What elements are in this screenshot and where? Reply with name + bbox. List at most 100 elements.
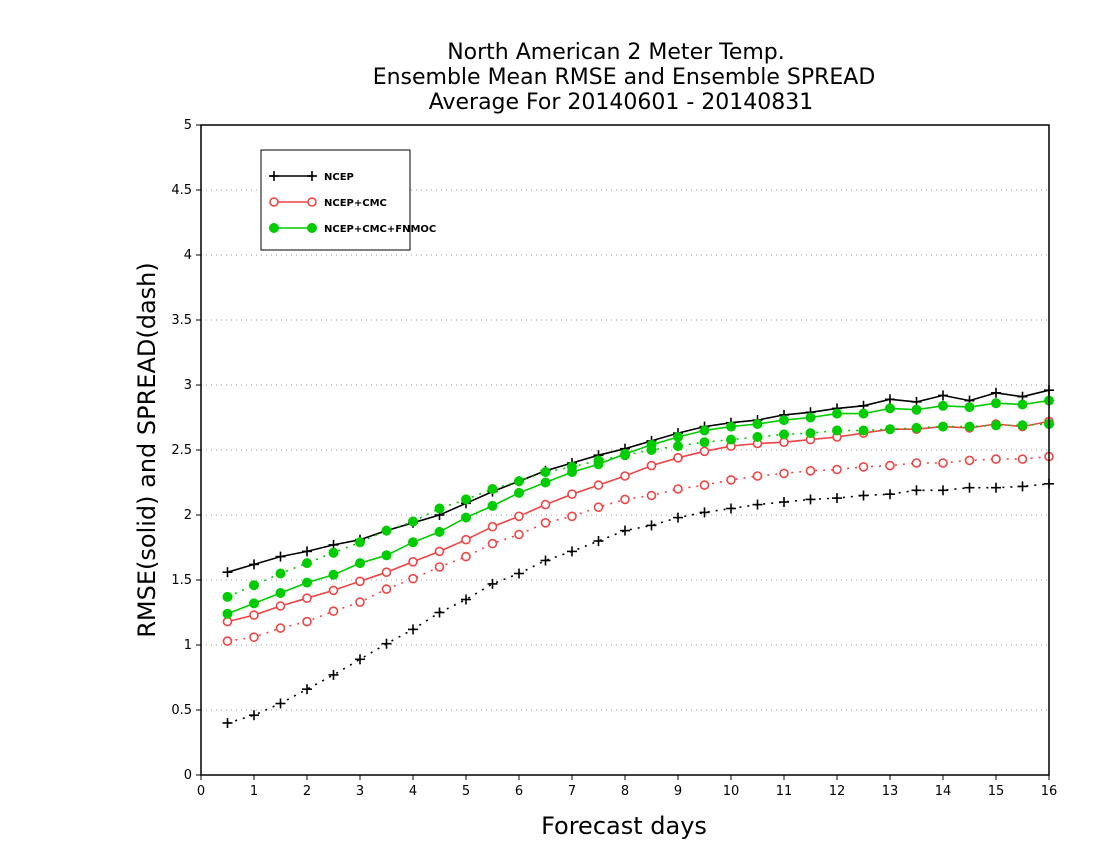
ncep-cmc-fnmoc-spread-point xyxy=(302,558,312,569)
x-tick-label: 8 xyxy=(621,784,629,799)
ncep-spread-point xyxy=(832,493,842,504)
ncep-cmc-spread-point xyxy=(991,454,1001,464)
ncep-spread-point xyxy=(275,698,286,709)
ncep-rmse-point xyxy=(302,546,312,557)
ncep-cmc-fnmoc-spread-point xyxy=(964,421,975,432)
ncep-cmc-spread-point xyxy=(805,465,816,476)
ncep-cmc-rmse-point xyxy=(381,567,392,578)
x-tick-label: 16 xyxy=(1041,784,1058,799)
ncep-cmc-rmse-point xyxy=(302,593,312,604)
ncep-cmc-spread-point xyxy=(646,490,657,501)
ncep-spread-point xyxy=(673,512,683,523)
ncep-cmc-spread-point xyxy=(249,632,259,643)
x-tick-label: 9 xyxy=(674,784,682,799)
ncep-cmc-rmse-point xyxy=(514,511,524,522)
ncep-cmc-fnmoc-spread-point xyxy=(832,425,842,436)
ncep-spread-point xyxy=(699,507,710,518)
legend-label-ncep-cmc-fnmoc: NCEP+CMC+FNMOC xyxy=(324,224,436,235)
ncep-cmc-fnmoc-rmse-point xyxy=(805,412,816,423)
ncep-spread-point xyxy=(434,607,445,618)
ncep-cmc-spread-point xyxy=(381,584,392,594)
x-tick-label: 2 xyxy=(303,784,311,799)
ncep-cmc-spread-point xyxy=(514,529,524,540)
ncep-cmc-fnmoc-rmse-point xyxy=(593,459,604,470)
legend-label-ncep: NCEP xyxy=(324,172,354,183)
axis-ticks: 00.511.522.533.544.550 1 2 3 4 5 6 7 8 9 10 11 12 13 1… xyxy=(171,118,1057,799)
ncep-cmc-spread-point xyxy=(699,480,710,490)
ncep-cmc-spread-point xyxy=(726,475,736,485)
ncep-spread-point xyxy=(461,594,471,605)
ncep-spread-point xyxy=(938,485,948,496)
ncep-rmse-point xyxy=(275,551,286,562)
ncep-cmc-fnmoc-spread-point xyxy=(275,568,286,579)
ncep-cmc-fnmoc-rmse-point xyxy=(540,477,551,488)
ncep-cmc-spread-point xyxy=(752,471,763,481)
ncep-cmc-fnmoc-rmse-point xyxy=(779,415,789,426)
ncep-cmc-rmse-point xyxy=(487,521,498,532)
ncep-cmc-rmse-line xyxy=(227,420,1050,623)
ncep-cmc-spread-point xyxy=(673,484,683,494)
ncep-cmc-fnmoc-rmse-point xyxy=(752,419,763,429)
x-tick-label: 0 xyxy=(197,784,205,799)
legend-marker xyxy=(307,197,317,207)
ncep-cmc-fnmoc-spread-point xyxy=(408,516,418,527)
series-layer xyxy=(222,385,1054,728)
ncep-cmc-fnmoc-rmse-point xyxy=(911,404,922,415)
ncep-cmc-spread-point xyxy=(540,517,551,528)
ncep-cmc-spread-point xyxy=(302,616,312,627)
ncep-cmc-fnmoc-rmse-point xyxy=(726,421,736,432)
ncep-cmc-rmse-point xyxy=(434,546,445,557)
ncep-cmc-fnmoc-spread-point xyxy=(461,494,471,505)
x-tick-label: 1 xyxy=(250,784,258,799)
x-tick-label: 12 xyxy=(829,784,846,799)
ncep-cmc-fnmoc-rmse-point xyxy=(514,487,524,498)
ncep-cmc-fnmoc-rmse-point xyxy=(699,425,710,436)
ncep-cmc-rmse-point xyxy=(355,576,365,587)
ncep-spread-point xyxy=(514,568,524,579)
ncep-cmc-spread-point xyxy=(938,458,948,468)
ncep-cmc-fnmoc-spread-point xyxy=(540,467,551,478)
ncep-cmc-spread-point xyxy=(858,462,869,472)
ncep-rmse-point xyxy=(938,390,948,401)
legend-marker xyxy=(269,197,279,207)
ncep-rmse-point xyxy=(222,567,233,578)
ncep-rmse-line xyxy=(227,389,1050,573)
x-tick-label: 6 xyxy=(515,784,523,799)
y-tick-label: 4 xyxy=(184,248,192,263)
ncep-cmc-fnmoc-spread-point xyxy=(328,547,339,558)
ncep-spread-point xyxy=(593,536,604,546)
y-tick-label: 0.5 xyxy=(171,703,192,718)
ncep-cmc-rmse-point xyxy=(673,452,683,463)
ncep-cmc-fnmoc-rmse-point xyxy=(355,558,365,569)
ncep-cmc-fnmoc-spread-point xyxy=(1017,420,1028,431)
ncep-cmc-fnmoc-rmse-point xyxy=(381,550,392,561)
ncep-spread-point xyxy=(540,555,551,566)
ncep-cmc-fnmoc-rmse-point xyxy=(249,598,259,609)
ncep-spread-point xyxy=(487,578,498,589)
ncep-spread-point xyxy=(328,669,339,680)
ncep-spread-point xyxy=(381,638,392,649)
x-axis-label: Forecast days xyxy=(541,812,707,840)
ncep-cmc-spread-point xyxy=(593,502,604,513)
ncep-cmc-fnmoc-rmse-point xyxy=(646,439,657,450)
ncep-cmc-fnmoc-rmse-point xyxy=(964,402,975,413)
ncep-cmc-fnmoc-rmse-point xyxy=(222,608,233,619)
ncep-cmc-rmse-point xyxy=(567,489,577,500)
ncep-cmc-rmse-point xyxy=(540,499,551,510)
y-tick-label: 2 xyxy=(184,508,192,523)
ncep-cmc-fnmoc-rmse-point xyxy=(858,408,869,419)
ncep-cmc-rmse-point xyxy=(408,556,418,567)
ncep-cmc-rmse-point xyxy=(620,471,630,481)
legend-label-ncep-cmc: NCEP+CMC xyxy=(324,198,387,209)
ncep-cmc-spread-point xyxy=(1017,454,1028,464)
ncep-spread-point xyxy=(408,624,418,635)
y-tick-label: 4.5 xyxy=(171,183,192,198)
ncep-cmc-fnmoc-rmse-point xyxy=(408,537,418,548)
x-tick-label: 14 xyxy=(935,784,952,799)
y-tick-label: 0 xyxy=(184,768,192,783)
x-tick-label: 5 xyxy=(462,784,470,799)
y-tick-label: 3 xyxy=(184,378,192,393)
y-tick-label: 1 xyxy=(184,638,192,653)
ncep-spread-point xyxy=(355,654,365,665)
